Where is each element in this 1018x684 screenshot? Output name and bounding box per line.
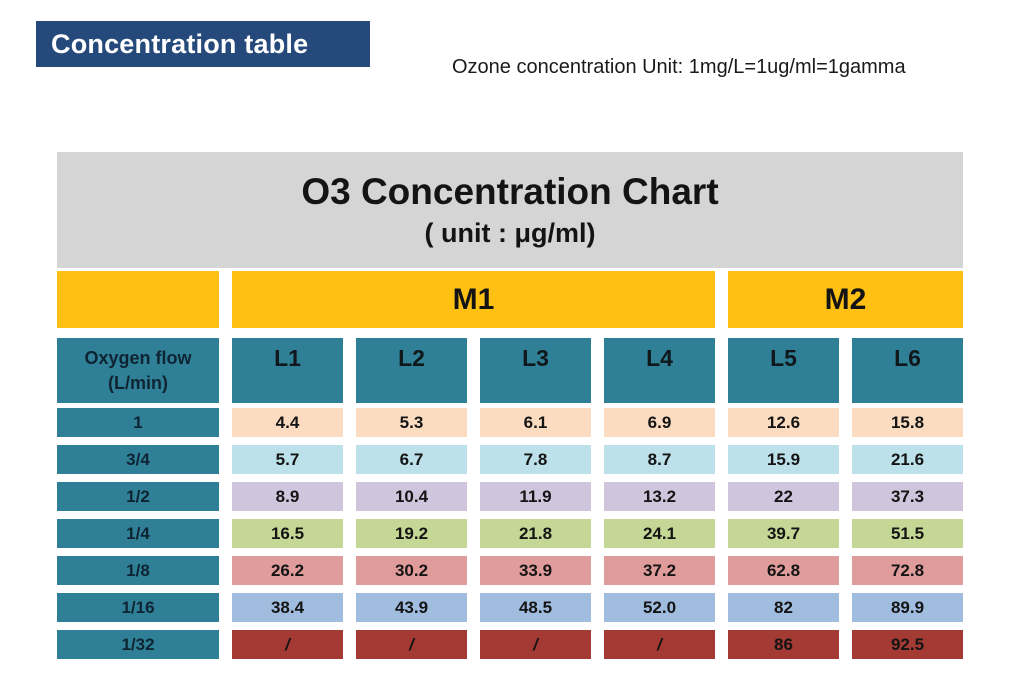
cell-value: 10.4	[356, 482, 467, 511]
cell-value: 13.2	[604, 482, 715, 511]
cell-value: 72.8	[852, 556, 963, 585]
table-row: 1/32 / / / / 86 92.5	[57, 630, 963, 659]
cell-value: 15.9	[728, 445, 839, 474]
cell-value: 26.2	[232, 556, 343, 585]
machine-group-row: M1 M2	[57, 271, 963, 328]
table-row: 1/2 8.9 10.4 11.9 13.2 22 37.3	[57, 482, 963, 511]
row-label: 1/32	[57, 630, 219, 659]
cell-value: 12.6	[728, 408, 839, 437]
cell-value: 39.7	[728, 519, 839, 548]
cell-value: 37.3	[852, 482, 963, 511]
cell-value: 7.8	[480, 445, 591, 474]
cell-value: 21.8	[480, 519, 591, 548]
cell-value: 92.5	[852, 630, 963, 659]
cell-value: 5.3	[356, 408, 467, 437]
cell-value: 6.9	[604, 408, 715, 437]
cell-value: 24.1	[604, 519, 715, 548]
table-title: O3 Concentration Chart	[301, 171, 719, 212]
row-label: 1/16	[57, 593, 219, 622]
cell-value: 5.7	[232, 445, 343, 474]
column-header-l4: L4	[604, 338, 715, 403]
cell-value: 21.6	[852, 445, 963, 474]
slide-title: Concentration table	[51, 28, 309, 59]
cell-value: 8.9	[232, 482, 343, 511]
cell-value: 82	[728, 593, 839, 622]
cell-value: /	[604, 630, 715, 659]
cell-value: 48.5	[480, 593, 591, 622]
cell-value: 52.0	[604, 593, 715, 622]
cell-value: 43.9	[356, 593, 467, 622]
cell-value: 89.9	[852, 593, 963, 622]
cell-value: 62.8	[728, 556, 839, 585]
table-row: 3/4 5.7 6.7 7.8 8.7 15.9 21.6	[57, 445, 963, 474]
table-row: 1/16 38.4 43.9 48.5 52.0 82 89.9	[57, 593, 963, 622]
row-label: 1	[57, 408, 219, 437]
cell-value: 6.1	[480, 408, 591, 437]
cell-value: 22	[728, 482, 839, 511]
cell-value: 11.9	[480, 482, 591, 511]
table-row: 1 4.4 5.3 6.1 6.9 12.6 15.8	[57, 408, 963, 437]
cell-value: /	[356, 630, 467, 659]
row-header-corner: Oxygen flow (L/min)	[57, 338, 219, 403]
column-header-row: Oxygen flow (L/min) L1 L2 L3 L4 L5 L6	[57, 338, 963, 403]
cell-value: 33.9	[480, 556, 591, 585]
cell-value: 19.2	[356, 519, 467, 548]
cell-value: 51.5	[852, 519, 963, 548]
table-row: 1/8 26.2 30.2 33.9 37.2 62.8 72.8	[57, 556, 963, 585]
column-header-l5: L5	[728, 338, 839, 403]
cell-value: 4.4	[232, 408, 343, 437]
slide-title-banner: Concentration table	[36, 21, 370, 67]
unit-note: Ozone concentration Unit: 1mg/L=1ug/ml=1…	[452, 56, 906, 78]
cell-value: 15.8	[852, 408, 963, 437]
column-header-l6: L6	[852, 338, 963, 403]
cell-value: 6.7	[356, 445, 467, 474]
row-label: 1/8	[57, 556, 219, 585]
cell-value: /	[480, 630, 591, 659]
row-label: 1/4	[57, 519, 219, 548]
row-label: 3/4	[57, 445, 219, 474]
cell-value: 38.4	[232, 593, 343, 622]
group-header-m1: M1	[232, 271, 715, 328]
table-unit-subtitle: ( unit : μg/ml)	[424, 218, 596, 248]
row-header-line2: (L/min)	[108, 372, 168, 393]
cell-value: 37.2	[604, 556, 715, 585]
cell-value: 86	[728, 630, 839, 659]
cell-value: 16.5	[232, 519, 343, 548]
column-header-l3: L3	[480, 338, 591, 403]
column-header-l1: L1	[232, 338, 343, 403]
concentration-table: O3 Concentration Chart ( unit : μg/ml) M…	[57, 152, 963, 659]
row-header-line1: Oxygen flow	[84, 348, 192, 369]
cell-value: 30.2	[356, 556, 467, 585]
group-header-m2: M2	[728, 271, 963, 328]
cell-value: /	[232, 630, 343, 659]
table-row: 1/4 16.5 19.2 21.8 24.1 39.7 51.5	[57, 519, 963, 548]
table-header-block: O3 Concentration Chart ( unit : μg/ml)	[57, 152, 963, 268]
row-label: 1/2	[57, 482, 219, 511]
cell-value: 8.7	[604, 445, 715, 474]
group-corner-cell	[57, 271, 219, 328]
column-header-l2: L2	[356, 338, 467, 403]
